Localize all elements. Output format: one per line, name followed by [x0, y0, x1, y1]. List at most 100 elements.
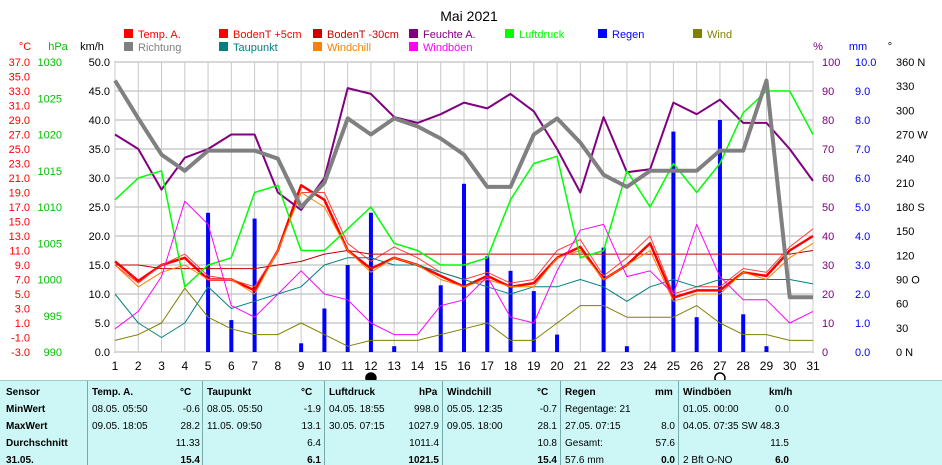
x-tick-label: 10 — [318, 359, 332, 373]
legend-label: Temp. A. — [138, 29, 181, 41]
left-tick-label-temp: -1.0 — [11, 333, 30, 345]
x-tick-label: 5 — [205, 359, 212, 373]
left-tick-label-pressure: 1005 — [38, 238, 62, 250]
rain-bars — [206, 120, 769, 352]
summary-col-title: Regen — [565, 387, 596, 398]
left-tick-label-wind: 45.0 — [89, 86, 110, 98]
left-tick-label-pressure: 1030 — [38, 57, 62, 69]
axis-unit-labels: °C hPa km/h% mm ° — [19, 41, 892, 53]
summary-cell-time: 04.05. 18:55 — [329, 404, 385, 415]
right-tick-label-humidity: 70 — [822, 144, 834, 156]
right-tick-label-rain: 9.0 — [855, 86, 870, 98]
rain-bar — [462, 183, 466, 352]
right-tick-label-direction: 180 S — [896, 202, 925, 214]
left-tick-label-wind: 50.0 — [89, 57, 110, 69]
rain-bar — [206, 212, 211, 352]
right-tick-label-direction: 360 N — [896, 57, 925, 69]
summary-separator — [442, 381, 443, 465]
right-tick-label-direction: 60 — [896, 299, 908, 311]
unit-label-temp: °C — [19, 41, 31, 53]
right-tick-label-humidity: 50 — [822, 202, 834, 214]
series-line — [114, 287, 813, 347]
right-tick-label-rain: 3.0 — [855, 260, 870, 272]
left-tick-label-pressure: 990 — [44, 347, 62, 359]
series-lines — [113, 78, 814, 347]
x-tick-label: 12 — [364, 359, 378, 373]
summary-col-title: Luftdruck — [329, 387, 376, 398]
right-tick-label-direction: 240 — [896, 154, 914, 166]
summary-cell-value: 1027.9 — [408, 421, 439, 432]
summary-cell-time: 09.05. 18:05 — [92, 421, 148, 432]
summary-separator — [87, 381, 88, 465]
x-tick-label: 31 — [806, 359, 820, 373]
summary-cell-value: 6.4 — [307, 438, 321, 449]
right-tick-label-rain: 10.0 — [855, 57, 876, 69]
summary-cell-value: 6.1 — [307, 455, 321, 465]
x-tick-label: 24 — [643, 359, 657, 373]
summary-cell-time: 09.05. 18:00 — [447, 421, 503, 432]
x-tick-label: 9 — [298, 359, 305, 373]
legend-label: Richtung — [138, 42, 181, 54]
summary-cell-value: 1011.4 — [409, 438, 439, 449]
legend-swatch — [124, 29, 133, 38]
rain-bar — [531, 291, 536, 352]
legend-label: Taupunkt — [233, 42, 278, 54]
right-tick-label-humidity: 40 — [822, 231, 834, 243]
rain-bar — [741, 314, 746, 352]
unit-label-humidity: % — [813, 41, 823, 53]
right-tick-label-direction: 120 — [896, 250, 914, 262]
left-tick-label-wind: 15.0 — [89, 260, 110, 272]
summary-cell-time: 05.05. 12:35 — [447, 404, 503, 415]
right-tick-label-humidity: 100 — [822, 57, 840, 69]
left-tick-label-wind: 10.0 — [89, 289, 110, 301]
moon-phase-markers — [365, 372, 726, 380]
summary-row-label: MinWert — [6, 404, 46, 415]
summary-cell-value: 8.0 — [661, 421, 675, 432]
left-tick-label-temp: 31.0 — [9, 101, 30, 113]
summary-cell-value: 11.5 — [770, 438, 789, 449]
rain-bar — [764, 346, 769, 352]
right-tick-label-humidity: 60 — [822, 173, 834, 185]
left-tick-label-temp: 35.0 — [9, 72, 30, 84]
x-tick-label: 23 — [620, 359, 634, 373]
x-tick-label: 21 — [574, 359, 588, 373]
summary-cell-time: 08.05. 05:50 — [207, 404, 263, 415]
left-tick-label-temp: 33.0 — [9, 86, 30, 98]
legend-label: Regen — [612, 29, 644, 41]
legend-swatch — [505, 29, 514, 38]
series-line — [113, 78, 813, 300]
rain-bar — [322, 308, 327, 352]
chart-title: Mai 2021 — [440, 8, 498, 24]
x-tick-label: 15 — [434, 359, 448, 373]
legend-swatch — [124, 42, 133, 51]
left-tick-label-temp: -3.0 — [11, 347, 30, 359]
x-tick-label: 16 — [457, 359, 471, 373]
right-tick-label-direction: 300 — [896, 105, 914, 117]
summary-cell-value: 0.0 — [661, 455, 675, 465]
right-tick-label-rain: 8.0 — [855, 115, 870, 127]
summary-table: Sensor MinWert MaxWert Durchschnitt 31.05. Te… — [0, 380, 942, 465]
summary-separator — [560, 381, 561, 465]
rain-bar — [624, 346, 629, 352]
rain-bar — [438, 285, 443, 352]
summary-cell-time: Gesamt: — [565, 438, 603, 449]
x-tick-label: 22 — [597, 359, 611, 373]
legend-label: Wind — [707, 29, 732, 41]
summary-col-title: Windchill — [447, 387, 492, 398]
left-tick-label-wind: 20.0 — [89, 231, 110, 243]
left-tick-label-temp: 1.0 — [15, 318, 30, 330]
right-tick-label-humidity: 20 — [822, 289, 834, 301]
unit-label-rain: mm — [849, 41, 867, 53]
summary-row-label: Sensor — [6, 387, 40, 398]
summary-col-unit: mm — [655, 387, 673, 398]
summary-cell-value: 28.2 — [180, 421, 200, 432]
left-tick-label-wind: 25.0 — [89, 202, 110, 214]
rain-bar — [508, 270, 513, 352]
summary-col-unit: hPa — [419, 387, 438, 398]
legend-swatch — [219, 42, 228, 51]
left-tick-label-pressure: 995 — [44, 311, 62, 323]
right-tick-label-rain: 6.0 — [855, 173, 870, 185]
rain-bar — [694, 317, 699, 352]
weather-chart: Mai 2021 Temp. A. BodenT +5cm BodenT -30cm… — [9, 8, 928, 380]
legend-swatch — [409, 29, 418, 38]
